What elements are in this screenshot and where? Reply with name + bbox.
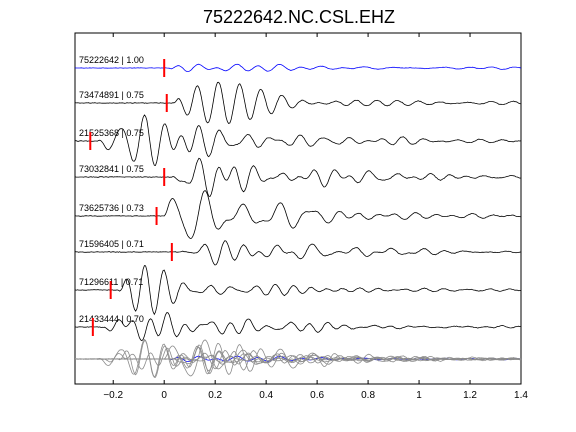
trace-row: 21525368 | 0.75	[75, 114, 522, 166]
trace-waveform	[74, 63, 522, 72]
x-axis: −0.2 0 0.2 0.4 0.6 0.8 1 1.2 1.4	[103, 33, 528, 401]
trace-label: 73474891 | 0.75	[79, 90, 144, 100]
x-tick-label: 0.6	[310, 390, 324, 401]
chart-title: 75222642.NC.CSL.EHZ	[203, 7, 395, 27]
trace-label: 73625736 | 0.73	[79, 203, 144, 213]
x-tick-label: 0.8	[361, 390, 375, 401]
trace-waveform	[74, 265, 522, 316]
trace-row: 73625736 | 0.73	[74, 189, 522, 239]
trace-waveform	[74, 157, 522, 197]
x-tick-label: 0.2	[208, 390, 222, 401]
trace-waveform	[75, 114, 522, 166]
traces-layer: 75222642 | 1.00 73474891 | 0.75 21525368 |…	[74, 55, 522, 342]
trace-waveform	[74, 81, 522, 125]
trace-row: 21433444 | 0.70	[74, 312, 522, 342]
x-tick-label: 0	[161, 390, 167, 401]
trace-label: 21525368 | 0.75	[79, 128, 144, 138]
stacked-overlay	[74, 338, 522, 378]
trace-waveform	[74, 240, 522, 266]
trace-row: 71596405 | 0.71	[74, 239, 522, 266]
x-tick-label: 0.4	[259, 390, 273, 401]
trace-row: 75222642 | 1.00	[74, 55, 522, 77]
x-tick-label: 1.2	[463, 390, 477, 401]
trace-waveform	[74, 312, 522, 342]
trace-label: 75222642 | 1.00	[79, 55, 144, 65]
trace-waveform	[74, 189, 522, 239]
plot-frame	[74, 32, 522, 385]
trace-label: 73032841 | 0.75	[79, 164, 144, 174]
x-tick-label: −0.2	[103, 390, 123, 401]
x-tick-label: 1.4	[514, 390, 528, 401]
x-tick-label: 1	[416, 390, 422, 401]
trace-row: 73032841 | 0.75	[74, 157, 522, 197]
trace-label: 21433444 | 0.70	[79, 314, 144, 324]
trace-row: 73474891 | 0.75	[74, 81, 522, 125]
trace-row: 71296611 | 0.71	[74, 265, 522, 316]
trace-label: 71596405 | 0.71	[79, 239, 144, 249]
stack-waveform	[74, 340, 522, 378]
stack-waveform	[74, 347, 522, 370]
